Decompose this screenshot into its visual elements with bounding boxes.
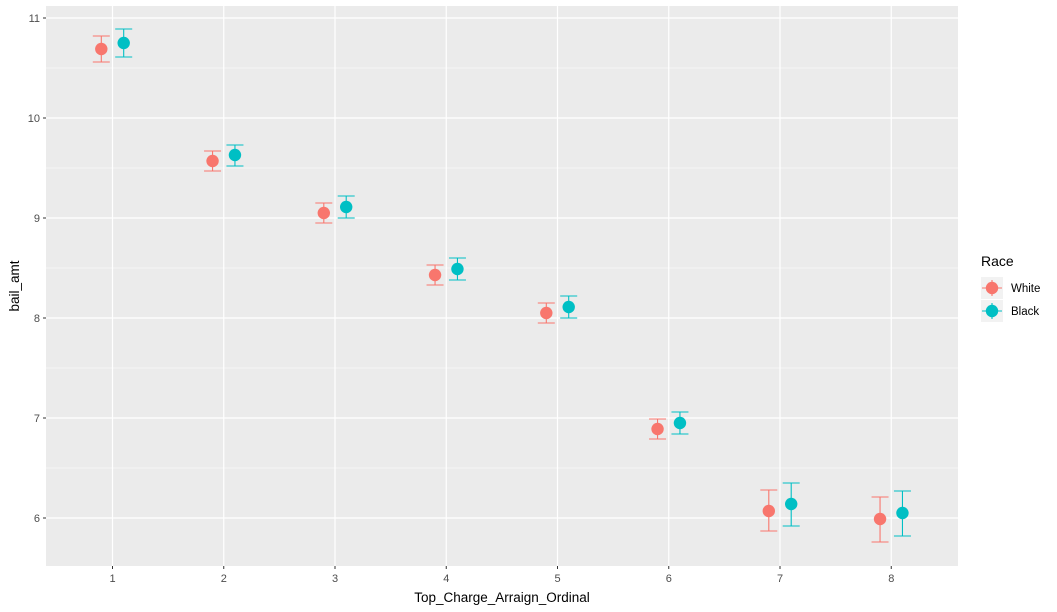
data-point-white [762,504,775,518]
y-tick-label: 7 [34,413,40,425]
data-point-white [206,154,219,168]
legend-title: Race [981,253,1014,269]
data-marks [92,28,911,543]
data-point-black [228,148,242,162]
y-tick-label: 8 [34,313,40,325]
data-point-white [873,512,887,526]
x-tick-label: 5 [554,573,560,585]
data-point-black [451,262,464,276]
y-tick-label: 11 [29,13,40,25]
major-gridlines [46,6,958,566]
data-point-black [562,300,575,314]
y-tick-label: 9 [34,213,40,225]
legend-label: White [1011,283,1040,295]
legend-label: Black [1011,306,1039,318]
data-point-black [896,506,909,520]
legend-item-black: Black [981,300,1039,322]
y-axis-title: bail_amt [7,260,22,311]
x-axis-title: Top_Charge_Arraign_Ordinal [414,590,590,605]
data-point-white [651,422,664,436]
data-point-white [95,42,108,56]
x-tick-label: 8 [888,573,894,585]
minor-gridlines [46,67,958,469]
legend-item-white: White [981,277,1040,299]
data-point-white [428,268,442,282]
data-point-white [540,306,553,320]
legend-key-point [985,281,999,295]
x-tick-label: 7 [777,573,783,585]
data-point-black [673,416,687,430]
y-tick-label: 10 [28,113,40,125]
x-tick-label: 1 [109,573,115,585]
data-point-black [340,200,353,214]
legend: Race White Black [981,253,1040,322]
data-point-white [317,206,330,220]
y-tick-label: 6 [34,513,40,525]
plot-panel [46,6,958,566]
data-point-black [117,36,130,50]
x-tick-label: 3 [332,573,338,585]
legend-items: White Black [981,277,1040,322]
x-tick-label: 6 [666,573,672,585]
data-point-black [785,497,798,511]
x-tick-label: 2 [221,573,227,585]
legend-key-point [985,304,999,318]
x-tick-label: 4 [443,573,449,585]
